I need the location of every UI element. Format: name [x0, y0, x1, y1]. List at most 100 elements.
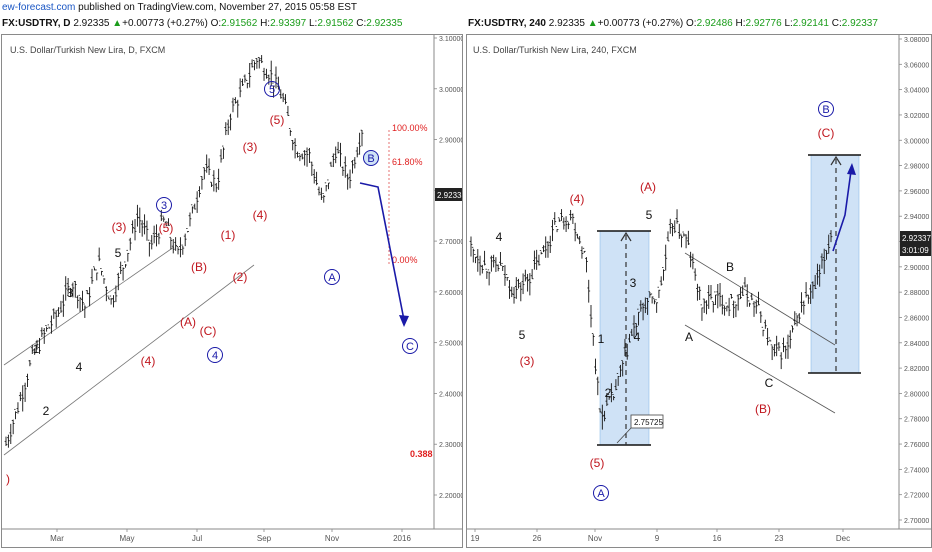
right-price-bar — [517, 278, 520, 289]
svg-text:5: 5 — [115, 246, 122, 260]
right-price-bar — [539, 249, 543, 255]
svg-text:4: 4 — [76, 360, 83, 374]
right-price-bar — [528, 273, 532, 296]
left-price-bar — [281, 92, 285, 103]
svg-text:(B): (B) — [191, 260, 207, 274]
left-price-bar — [97, 247, 101, 262]
right-price-bar — [553, 212, 557, 225]
right-wave-label-red-0: (3) — [520, 354, 535, 368]
left-price-bar — [35, 339, 39, 350]
left-price-bar — [145, 220, 149, 241]
left-price-bar — [243, 74, 247, 83]
right-y-axis-tick-label: 2.86000 — [904, 315, 929, 322]
svg-text:4: 4 — [212, 350, 218, 362]
right-price-bar — [652, 298, 656, 305]
right-price-bar — [734, 301, 738, 318]
left-price-bar — [179, 237, 182, 258]
right-price-bar — [816, 263, 819, 285]
left-price-bar — [6, 434, 10, 448]
left-price-bar — [76, 295, 80, 309]
left-price-bar — [236, 99, 240, 118]
left-wave-label-red-0: (3) — [112, 220, 127, 234]
left-price-bar — [11, 419, 15, 435]
left-price-bar — [312, 169, 316, 184]
right-wave-label-C-9: C — [765, 376, 774, 390]
right-price-bar — [777, 342, 781, 351]
left-price-bar — [181, 244, 185, 255]
right-chart[interactable]: U.S. Dollar/Turkish New Lira, 240, FXCM … — [467, 35, 931, 547]
left-price-bar — [322, 193, 326, 203]
right-symbol[interactable]: FX:USDTRY, 240 — [468, 18, 546, 29]
left-price-bar — [310, 161, 314, 176]
left-chart[interactable]: U.S. Dollar/Turkish New Lira, D, FXCM 3.… — [2, 35, 466, 547]
left-wave-circle-5: 5 — [264, 81, 280, 97]
svg-text:(3): (3) — [112, 220, 127, 234]
left-chart-panel[interactable]: U.S. Dollar/Turkish New Lira, D, FXCM 3.… — [1, 34, 466, 548]
right-price-bar — [686, 230, 690, 246]
right-price-bar — [560, 209, 563, 221]
right-price-bar — [709, 285, 713, 300]
left-price-bar — [71, 282, 75, 298]
right-price-bar — [580, 246, 584, 259]
left-price-bar — [174, 237, 178, 251]
right-wave-label-red-4: (B) — [755, 402, 771, 416]
left-price-bar — [124, 261, 127, 268]
left-price-bar — [23, 382, 27, 402]
right-wave-label-red-1: (4) — [570, 192, 585, 206]
right-price-bar — [754, 299, 758, 314]
svg-text:A: A — [597, 488, 605, 500]
right-price-bar — [578, 236, 582, 245]
right-countdown-tag — [900, 244, 931, 256]
right-price-bar — [641, 302, 645, 321]
svg-text:5: 5 — [519, 328, 526, 342]
right-price-bar — [619, 364, 622, 377]
right-price-bar — [786, 334, 790, 359]
svg-text:B: B — [726, 260, 734, 274]
right-price-bar — [759, 311, 763, 323]
left-wave-label-red-4: (A) — [180, 315, 196, 329]
right-price-bar — [582, 247, 586, 253]
left-symbol[interactable]: FX:USDTRY, D — [2, 18, 71, 29]
left-price-bar — [238, 78, 242, 98]
right-chart-panel[interactable]: U.S. Dollar/Turkish New Lira, 240, FXCM … — [466, 34, 932, 548]
left-price-bar — [293, 138, 297, 159]
right-price-bar — [521, 273, 525, 295]
left-price-bar — [188, 212, 192, 227]
left-price-bar — [57, 307, 60, 317]
right-price-bar — [548, 235, 552, 253]
right-price-bar — [637, 308, 640, 326]
left-price-bar — [226, 119, 230, 135]
right-y-axis-tick-label: 3.08000 — [904, 37, 929, 44]
svg-text:1: 1 — [598, 332, 605, 346]
right-price-bar — [569, 209, 573, 221]
left-price-bar — [150, 235, 154, 250]
left-high: 2.93397 — [270, 18, 307, 29]
right-wave-circle-A: A — [593, 485, 609, 501]
brand-link[interactable]: ew-forecast.com — [2, 2, 76, 13]
right-price-bar — [530, 269, 534, 280]
right-price-bar — [478, 255, 482, 276]
left-price-bar — [193, 203, 197, 210]
right-price-bar — [573, 222, 577, 242]
left-price-bar — [64, 276, 68, 301]
left-price-bar — [224, 122, 228, 136]
left-last-price-label: 2.92335 — [437, 191, 462, 200]
svg-text:4: 4 — [634, 330, 641, 344]
left-price-bar — [59, 300, 63, 313]
left-price-bar — [346, 173, 350, 190]
right-price-bar — [501, 262, 505, 271]
right-y-axis-tick-label: 2.82000 — [904, 366, 929, 373]
right-price-bar — [519, 282, 523, 302]
left-price-bar — [207, 158, 211, 176]
right-price-bar — [483, 250, 486, 266]
left-wave-label-red-3: (B) — [191, 260, 207, 274]
left-y-axis-tick-label: 3.10000 — [439, 36, 462, 43]
right-price-bar — [750, 293, 754, 301]
right-channel-upper — [684, 252, 836, 346]
left-wave-circle-B: B — [363, 150, 379, 166]
left-price-bar — [49, 315, 53, 334]
right-price-bar — [537, 254, 541, 266]
left-wave-label-red-9: (4) — [253, 208, 268, 222]
right-price-bar — [720, 294, 724, 315]
right-price-bar — [800, 292, 803, 313]
